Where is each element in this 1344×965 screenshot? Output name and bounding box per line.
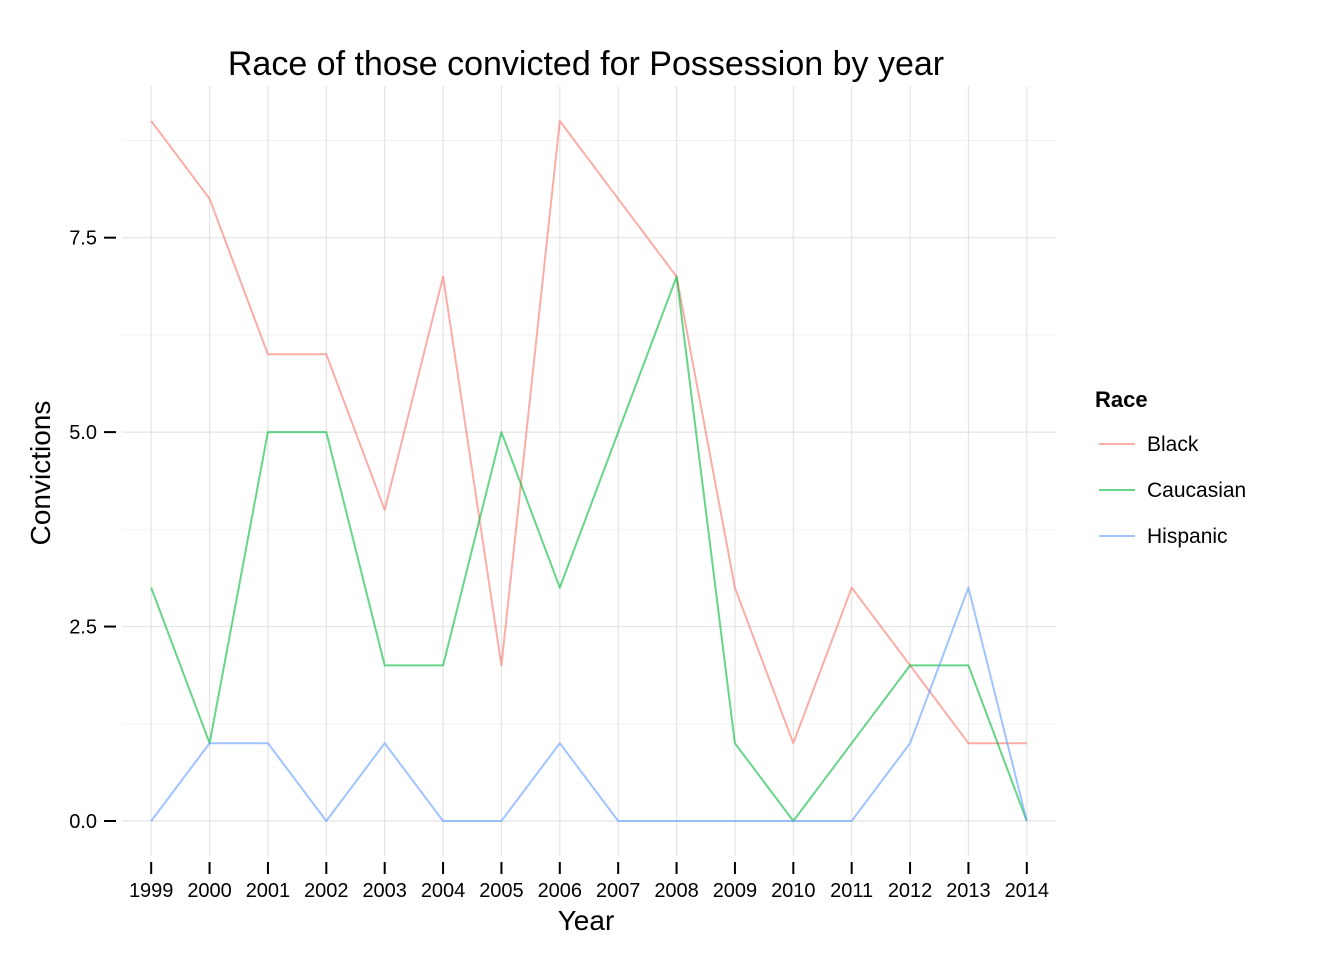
legend-label-hispanic: Hispanic [1147,525,1228,548]
x-tick-label: 2014 [1005,880,1050,902]
chart-title: Race of those convicted for Possession b… [228,45,944,83]
legend-label-caucasian: Caucasian [1147,479,1246,502]
y-tick-label: 2.5 [69,617,97,639]
x-tick-label: 2005 [479,880,524,902]
grid-lines [122,86,1056,856]
x-tick-label: 2000 [187,880,232,902]
x-tick-label: 2010 [771,880,816,902]
x-tick-label: 2008 [654,880,699,902]
series-line-black [150,120,1027,745]
y-tick-label: 7.5 [69,228,97,250]
x-tick-label: 2003 [362,880,407,902]
x-tick-label: 1999 [129,880,174,902]
y-tick-label: 5.0 [69,422,97,444]
x-tick-label: 2007 [596,880,641,902]
x-tick-label: 2009 [713,880,758,902]
series-line-hispanic [150,586,1028,822]
series-line-caucasian [150,275,1028,822]
x-axis-label: Year [558,905,615,936]
legend-label-black: Black [1147,433,1199,456]
x-tick-label: 2001 [246,880,291,902]
x-tick-label: 2002 [304,880,349,902]
legend: Race Black Caucasian Hispanic [1095,387,1246,548]
x-tick-label: 2012 [888,880,933,902]
x-tick-label: 2006 [538,880,583,902]
y-tick-label: 0.0 [69,811,97,833]
x-tick-label: 2013 [946,880,991,902]
x-tick-label: 2004 [421,880,466,902]
legend-title: Race [1095,387,1148,412]
x-tick-label: 2011 [830,880,873,902]
axes: 0.0 2.5 5.0 7.5 1999 2000 2001 2002 2003 2004 2005… [69,228,1049,902]
series-lines [150,120,1028,822]
y-axis-label: Convictions [25,401,56,546]
